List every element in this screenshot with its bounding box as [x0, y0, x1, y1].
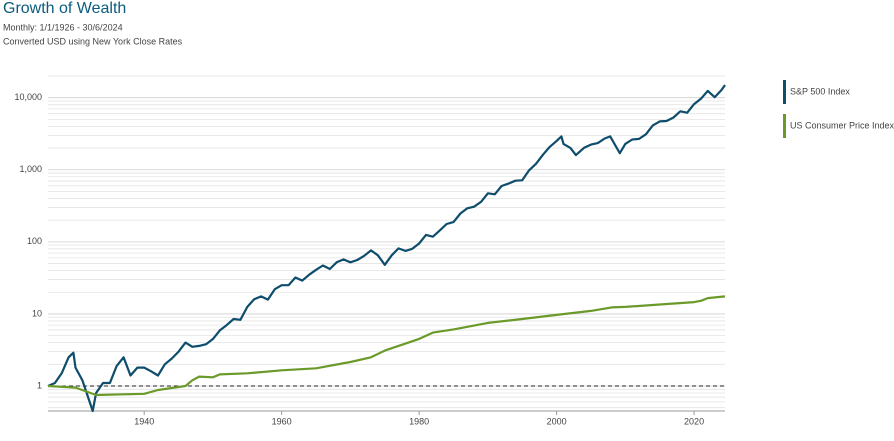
- legend-label: US Consumer Price Index: [790, 120, 894, 130]
- y-tick-label: 10: [32, 308, 42, 318]
- y-tick-label: 10,000: [14, 92, 42, 102]
- legend-label: S&P 500 Index: [790, 86, 850, 96]
- series-line: [47, 84, 726, 413]
- legend-swatch: [783, 80, 786, 104]
- x-tick-label: 1980: [409, 416, 429, 426]
- chart-title: Growth of Wealth: [3, 0, 126, 17]
- series-line: [47, 295, 726, 397]
- y-tick-label: 1: [37, 380, 42, 390]
- chart-note: Converted USD using New York Close Rates: [3, 36, 183, 46]
- legend-swatch: [783, 114, 786, 138]
- x-tick-label: 2020: [684, 416, 704, 426]
- y-tick-label: 100: [27, 236, 42, 246]
- chart-subtitle: Monthly: 1/1/1926 - 30/6/2024: [3, 22, 123, 32]
- x-tick-label: 2000: [547, 416, 567, 426]
- x-tick-label: 1960: [272, 416, 292, 426]
- x-tick-label: 1940: [134, 416, 154, 426]
- y-tick-label: 1,000: [19, 164, 42, 174]
